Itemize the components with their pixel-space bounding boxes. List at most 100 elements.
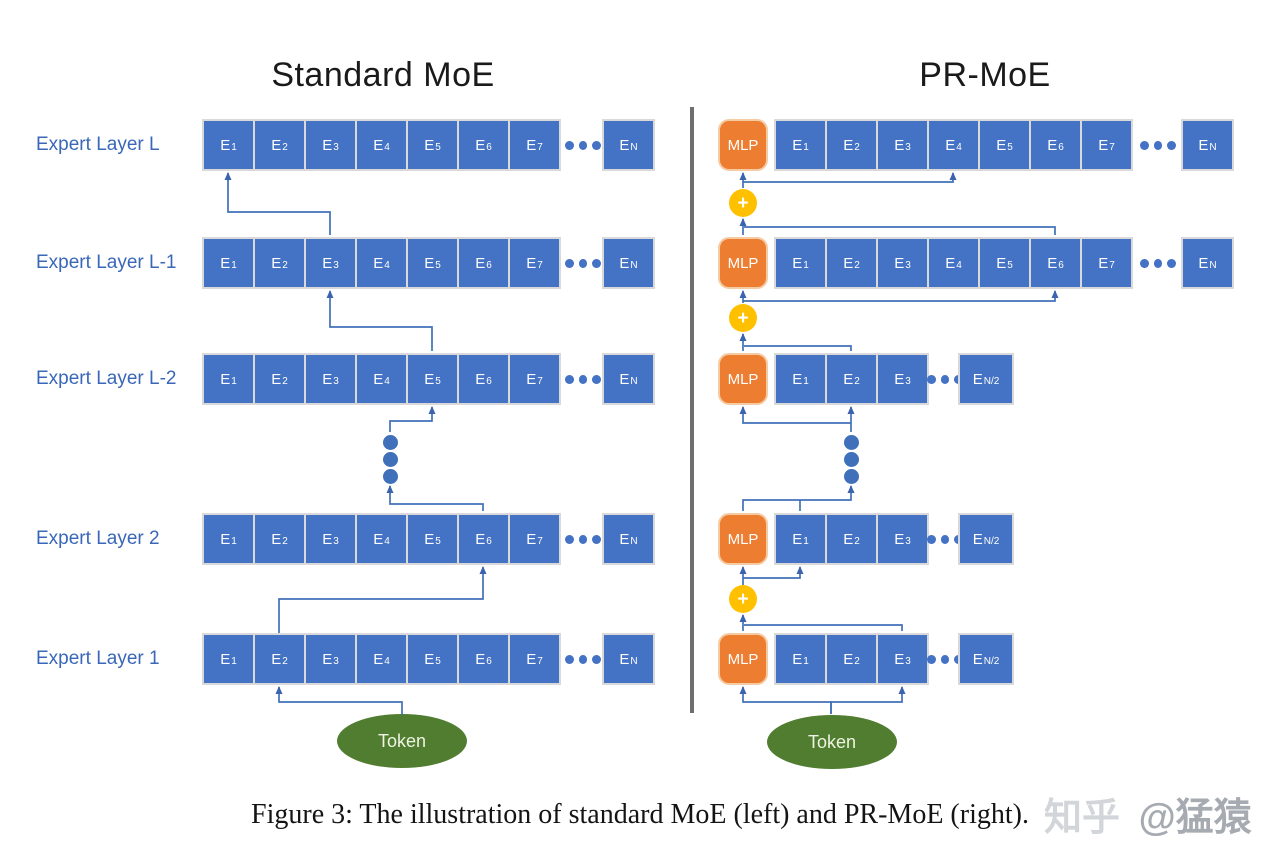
ellipsis-dot — [1140, 140, 1149, 150]
connector-arrow — [744, 345, 852, 351]
token-node-right: Token — [767, 715, 897, 769]
connector-arrow — [739, 406, 851, 424]
ellipsis-dot — [592, 534, 602, 544]
ellipsis-dot — [565, 374, 574, 384]
row-ellipsis — [1140, 119, 1177, 171]
expert-layer-label: Expert Layer L — [36, 134, 160, 155]
mlp-box: MLP — [718, 633, 768, 685]
mlp-box: MLP — [718, 237, 768, 289]
expert-layer-label: Expert Layer L-1 — [36, 252, 177, 273]
watermark: 知乎 @猛猿 — [1044, 786, 1252, 841]
mlp-box: MLP — [718, 513, 768, 565]
watermark-brand: 知乎 — [1044, 797, 1121, 839]
panel-divider — [690, 107, 694, 713]
ellipsis-dot — [578, 654, 588, 664]
stacked-layers-dot — [383, 435, 398, 450]
ellipsis-dot — [565, 534, 574, 544]
stacked-layers-dot — [383, 452, 398, 467]
residual-sum-node: + — [729, 585, 757, 613]
connector-arrow — [743, 172, 957, 183]
connector-arrow — [326, 290, 433, 351]
connector-arrow — [744, 624, 903, 631]
ellipsis-dot — [1153, 258, 1163, 268]
expert-layer-label: Expert Layer L-2 — [36, 368, 177, 389]
row-ellipsis — [565, 633, 602, 685]
ellipsis-dot — [592, 258, 602, 268]
right-diagram-title: PR-MoE — [919, 56, 1051, 94]
connector-arrow — [739, 686, 832, 714]
ellipsis-dot — [940, 374, 950, 384]
expert-layer-label: Expert Layer 1 — [36, 648, 160, 669]
row-ellipsis — [565, 237, 602, 289]
ellipsis-dot — [592, 140, 602, 150]
ellipsis-dot — [927, 654, 936, 664]
stacked-layers-dot — [844, 469, 859, 484]
ellipsis-dot — [940, 654, 950, 664]
expert-box-last: E N/2 — [958, 513, 1014, 565]
stacked-layers-dot — [844, 452, 859, 467]
expert-box-last: E N/2 — [958, 633, 1014, 685]
left-diagram-title: Standard MoE — [271, 56, 495, 94]
expert-box-EN-2: E N/2 — [960, 355, 1012, 403]
connector-arrow — [830, 686, 906, 714]
ellipsis-dot — [927, 374, 936, 384]
connector-arrow — [743, 290, 1059, 302]
expert-box-last: E N/2 — [958, 353, 1014, 405]
